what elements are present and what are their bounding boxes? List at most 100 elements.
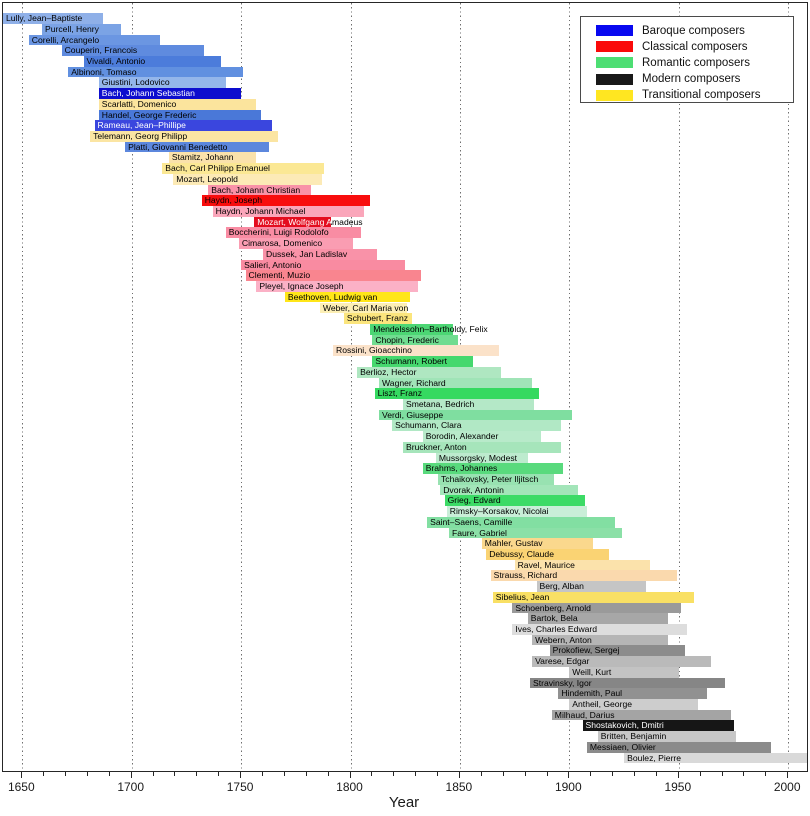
major-tick-1900 xyxy=(568,772,570,778)
composer-label: Beethoven, Ludwig van xyxy=(287,291,378,302)
composer-label: Chopin, Frederic xyxy=(375,334,439,345)
composer-bar xyxy=(379,409,572,421)
composer-bar xyxy=(168,152,257,164)
composer-bar xyxy=(512,624,688,635)
composer-bar xyxy=(370,323,454,335)
legend-entry: Modern composers xyxy=(581,71,793,87)
composer-label: Giustini, Lodovico xyxy=(101,77,170,88)
composer-bar xyxy=(392,420,561,432)
composer-bar xyxy=(98,77,226,89)
composer-bar xyxy=(624,752,807,764)
composer-bar xyxy=(98,109,261,121)
composer-bar xyxy=(422,463,563,474)
minor-tick xyxy=(305,772,307,776)
composer-bar xyxy=(125,141,270,153)
composer-bar xyxy=(438,473,554,485)
composer-bar xyxy=(28,34,161,46)
minor-tick xyxy=(174,772,176,776)
composer-bar xyxy=(245,270,421,282)
composer-label: Mahler, Gustav xyxy=(484,538,543,549)
legend-label: Baroque composers xyxy=(642,24,745,37)
composer-label: Mussorgsky, Modest xyxy=(438,452,518,463)
composer-bar xyxy=(83,56,222,67)
legend-swatch-modern xyxy=(596,73,633,85)
composer-bar xyxy=(586,741,771,753)
composer-bar xyxy=(422,431,541,442)
composer-label: Rossini, Gioacchino xyxy=(336,345,412,356)
composer-bar xyxy=(225,227,362,239)
composer-label: Weber, Carl Maria von xyxy=(322,302,409,313)
legend-swatch-transitional xyxy=(596,89,633,101)
major-tick-1750 xyxy=(240,772,242,778)
gridline-1800 xyxy=(350,3,352,771)
gridline-1650 xyxy=(22,3,24,771)
minor-tick xyxy=(415,772,417,776)
gridline-1950 xyxy=(678,3,680,771)
composer-bar xyxy=(333,345,500,357)
legend-label: Modern composers xyxy=(642,73,741,86)
composer-label: Bruckner, Anton xyxy=(406,441,467,452)
composer-label: Salieri, Antonio xyxy=(244,259,302,270)
tick-label-1700: 1700 xyxy=(117,780,145,794)
composer-bar xyxy=(241,259,406,271)
minor-tick xyxy=(196,772,198,776)
minor-tick xyxy=(699,772,701,776)
composer-bar xyxy=(403,398,535,410)
composer-bar xyxy=(440,484,579,496)
composer-label: Stravinsky, Igor xyxy=(533,677,592,688)
legend-entry: Transitional composers xyxy=(581,87,793,103)
x-axis: 1650 1700 1750 1800 1850 1900 1950 2000 xyxy=(0,772,810,816)
composer-label: Handel, George Frederic xyxy=(101,109,197,120)
composer-bar: Shostakovich, Dmitri xyxy=(582,720,734,732)
composer-bar xyxy=(238,238,353,249)
composer-label: Telemann, Georg Philipp xyxy=(93,131,188,141)
composer-label-clip: Bach, Johann Sebastian xyxy=(99,88,241,99)
composer-label: Ravel, Maurice xyxy=(517,559,575,570)
tick-label-1900: 1900 xyxy=(554,780,582,794)
composer-bar xyxy=(532,634,668,646)
tick-label-1650: 1650 xyxy=(7,780,35,794)
legend-swatch-classical xyxy=(596,41,633,53)
composer-label: Dvorak, Antonin xyxy=(443,484,504,495)
composer-label: Albinoni, Tomaso xyxy=(71,66,137,77)
composer-label: Dussek, Jan Ladislav xyxy=(266,248,348,259)
composer-bar xyxy=(551,709,732,721)
gridline-1750 xyxy=(241,3,243,771)
composer-label: Milhaud, Darius xyxy=(554,709,615,720)
minor-tick xyxy=(502,772,504,776)
composer-label: Purcell, Henry xyxy=(45,23,99,34)
minor-tick xyxy=(393,772,395,776)
composer-bar xyxy=(512,602,681,614)
composer-label: Schubert, Franz xyxy=(346,313,409,324)
composer-bar xyxy=(3,13,104,24)
composer-label: Mendelssohn–Bartholdy, Felix xyxy=(373,323,488,334)
composer-bar xyxy=(42,23,121,35)
composer-bar xyxy=(527,613,668,625)
composer-label-white: Shostakovich, Dmitri xyxy=(585,720,664,731)
minor-tick xyxy=(108,772,110,776)
composer-bar xyxy=(569,699,699,710)
legend-label: Classical composers xyxy=(642,40,748,53)
composer-label: Brahms, Johannes xyxy=(425,463,498,474)
composer-bar xyxy=(379,377,533,389)
tick-label-1950: 1950 xyxy=(664,780,692,794)
legend-swatch-romantic xyxy=(596,57,633,69)
gridline-1700 xyxy=(131,3,133,771)
composer-label: Schumann, Robert xyxy=(375,356,448,366)
legend-swatch-baroque xyxy=(596,25,633,36)
composer-label: Ives, Charles Edward xyxy=(515,624,598,634)
composer-label: Haydn, Joseph xyxy=(204,195,263,206)
composer-label: Antheil, George xyxy=(572,699,633,709)
composer-label: Webern, Anton xyxy=(535,634,592,645)
composer-label: Berg, Alban xyxy=(539,581,584,592)
minor-tick xyxy=(65,772,66,776)
composer-label: Wagner, Richard xyxy=(382,377,446,388)
major-tick-2000 xyxy=(787,772,789,778)
legend-label: Romantic composers xyxy=(642,56,751,69)
composer-label: Boccherini, Luigi Rodolofo xyxy=(228,227,329,238)
composer-bar xyxy=(372,356,474,367)
minor-tick xyxy=(86,772,88,776)
composer-bar xyxy=(162,163,325,174)
composer-label: Britten, Benjamin xyxy=(600,731,667,742)
minor-tick xyxy=(634,772,635,776)
